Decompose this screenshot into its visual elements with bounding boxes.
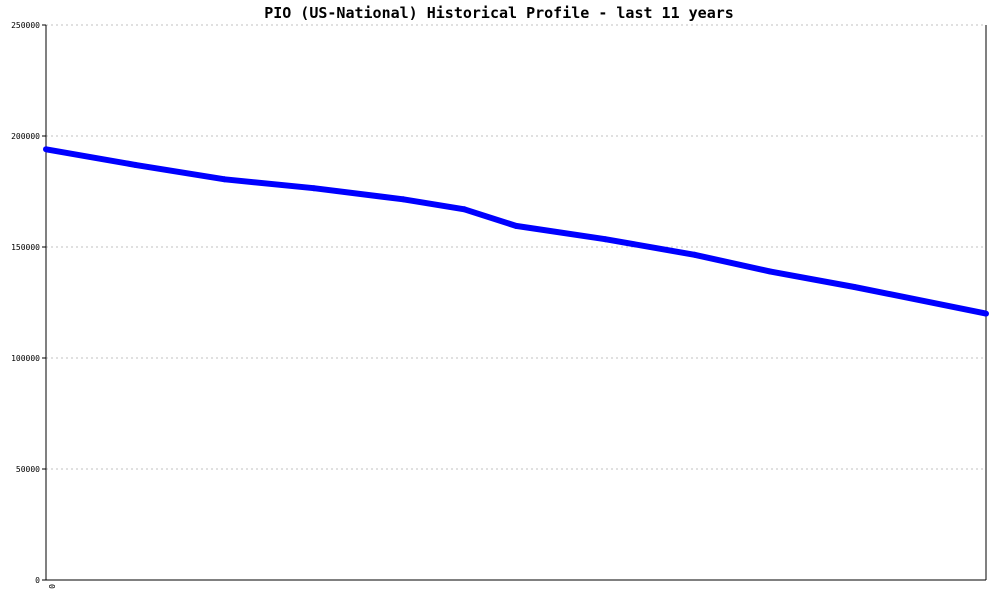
data-point (983, 310, 989, 317)
series-line (45, 146, 987, 317)
y-tick-label: 250000 (11, 21, 40, 30)
y-tick-label: 100000 (11, 354, 40, 363)
y-tick-label: 200000 (11, 132, 40, 141)
data-point (513, 222, 519, 229)
y-tick-labels: 0 50000 100000 150000 200000 250000 (11, 21, 40, 585)
grid-lines (46, 24, 986, 470)
x-tick-label: 0 (47, 584, 56, 589)
data-point (851, 284, 858, 290)
x-tick-labels: 0 (47, 584, 56, 589)
data-point (691, 251, 698, 258)
data-point (310, 185, 317, 192)
data-point (766, 268, 773, 275)
chart-title: PIO (US-National) Historical Profile - l… (264, 4, 734, 22)
y-tick-label: 150000 (11, 243, 40, 252)
axes (42, 24, 987, 581)
y-tick-label: 0 (35, 576, 40, 585)
data-point (221, 176, 228, 183)
data-point (400, 196, 407, 203)
data-point (461, 206, 468, 213)
data-point (43, 146, 49, 153)
y-tick-label: 50000 (16, 465, 40, 474)
data-point (602, 236, 609, 243)
series-layer (43, 146, 989, 317)
data-point (132, 161, 139, 168)
